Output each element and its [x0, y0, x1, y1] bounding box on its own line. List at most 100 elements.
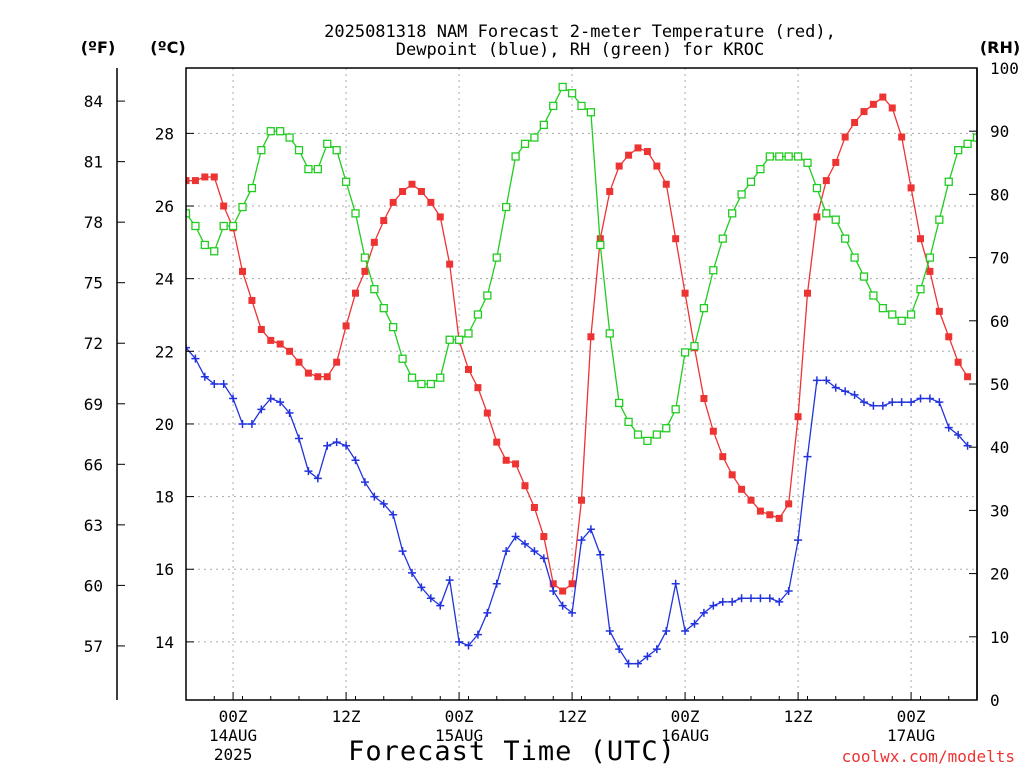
dewpoint-point [426, 594, 435, 603]
temperature-point [276, 340, 284, 348]
dewpoint-point [690, 619, 699, 628]
temperature-point [389, 198, 397, 206]
x-tick-label: 00Z [445, 707, 474, 726]
series-temperature [186, 93, 972, 595]
temperature-point [804, 289, 811, 297]
dewpoint-point [568, 608, 577, 617]
rh-point [558, 82, 567, 92]
temperature-point [917, 235, 924, 243]
temperature-point [634, 144, 642, 152]
dewpoint-point [775, 597, 784, 606]
dewpoint-point [200, 372, 209, 381]
dewpoint-point [191, 354, 200, 363]
rh-point [370, 285, 379, 294]
x-tick-year-label: 2025 [214, 745, 253, 764]
rh-point [417, 379, 426, 389]
temperature-point [738, 485, 746, 493]
x-tick-date-label: 16AUG [661, 726, 709, 745]
dewpoint-point [944, 423, 953, 432]
rh-point [671, 405, 680, 414]
fahrenheit-tick-label: 72 [84, 334, 103, 353]
rh-point [925, 253, 935, 262]
temperature-point [220, 202, 228, 210]
rh-point [549, 101, 558, 111]
temperature-point [361, 267, 369, 275]
dewpoint-point [295, 434, 303, 443]
rh-point [596, 240, 605, 250]
rh-point [313, 164, 322, 174]
dewpoint-point [417, 583, 426, 592]
rh-point [643, 436, 652, 446]
temperature-point [869, 100, 877, 108]
temperature-point [954, 358, 962, 366]
temperature-point [625, 151, 633, 159]
dewpoint-point [954, 430, 963, 439]
temperature-point [578, 496, 585, 504]
dewpoint-point [549, 587, 558, 596]
dewpoint-point [728, 597, 737, 606]
dewpoint-point [370, 492, 379, 501]
temperature-point [521, 482, 529, 490]
dewpoint-point [389, 510, 398, 519]
celsius-tick-label: 26 [155, 197, 174, 216]
temperature-point [935, 307, 943, 315]
rh-point [464, 329, 473, 338]
dewpoint-point [671, 579, 680, 588]
temperature-point [568, 580, 576, 588]
x-tick-label: 00Z [897, 707, 926, 726]
fahrenheit-tick-label: 63 [84, 516, 103, 535]
rh-tick-label: 90 [990, 122, 1009, 141]
rh-point [906, 310, 916, 319]
chart-title-line2: Dewpoint (blue), RH (green) for KROC [396, 40, 764, 60]
rh-tick-label: 100 [990, 59, 1019, 78]
fahrenheit-tick-label: 81 [84, 153, 103, 172]
temperature-point [719, 453, 727, 461]
temperature-point [643, 148, 651, 156]
rh-point [276, 127, 285, 136]
rh-tick-label: 50 [990, 375, 1009, 394]
dewpoint-point [831, 383, 840, 392]
dewpoint-point [257, 405, 266, 414]
chart-title-line1: 2025081318 NAM Forecast 2-meter Temperat… [324, 22, 836, 42]
rh-point [379, 304, 388, 313]
rh-unit-label: (RH) [980, 38, 1020, 57]
rh-point [502, 202, 511, 212]
temperature-point [945, 333, 953, 341]
dewpoint-point [445, 576, 454, 585]
rh-point [577, 101, 586, 111]
temperature-point [257, 326, 265, 334]
dewpoint-point [229, 394, 238, 403]
dewpoint-point [247, 419, 256, 428]
dewpoint-point [238, 419, 247, 428]
rh-point [398, 354, 407, 363]
temperature-point [822, 177, 830, 185]
rh-point [332, 146, 341, 155]
rh-point [228, 221, 238, 231]
dewpoint-point [652, 645, 661, 654]
temperature-point [813, 213, 821, 221]
series-line-rh [186, 86, 977, 442]
temperature-point [304, 369, 312, 377]
rh-point [803, 158, 812, 167]
rh-point [728, 209, 737, 218]
fahrenheit-unit-label: (ºF) [81, 38, 116, 57]
rh-tick-label: 60 [990, 312, 1009, 331]
rh-point [539, 120, 548, 130]
rh-tick-label: 0 [990, 691, 1000, 710]
temperature-point [483, 409, 491, 417]
celsius-tick-label: 16 [155, 560, 174, 579]
temperature-point [186, 177, 190, 185]
dewpoint-point [765, 594, 774, 603]
dewpoint-point [822, 376, 831, 385]
dewpoint-point [210, 380, 219, 388]
temperature-point [286, 347, 294, 355]
temperature-point [681, 289, 689, 297]
rh-point [473, 310, 483, 319]
dewpoint-point [332, 438, 341, 447]
rh-point [360, 253, 370, 262]
temperature-point [530, 503, 538, 511]
dewpoint-point [841, 387, 850, 396]
series-rh [186, 82, 977, 446]
temperature-point [465, 365, 472, 373]
rh-point [972, 133, 977, 142]
